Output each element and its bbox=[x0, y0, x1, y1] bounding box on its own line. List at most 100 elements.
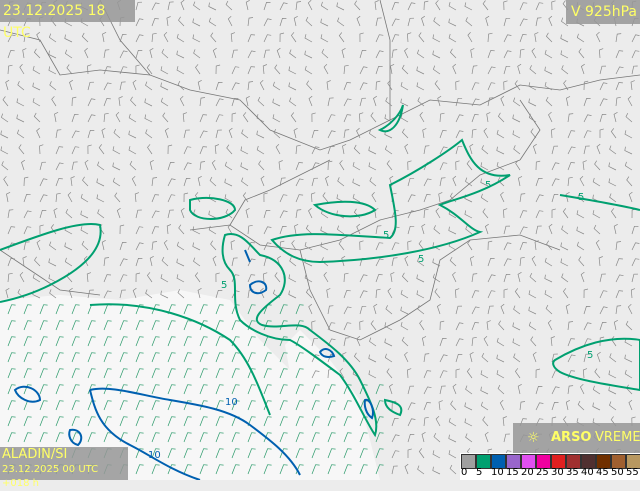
wind-barb bbox=[23, 226, 32, 235]
wind-barb bbox=[528, 98, 537, 107]
wind-barb bbox=[36, 127, 41, 139]
wind-barb bbox=[404, 47, 409, 59]
wind-barb bbox=[231, 352, 240, 363]
wind-barb bbox=[96, 194, 105, 203]
wind-barb bbox=[469, 351, 474, 363]
wind-barb bbox=[163, 239, 169, 251]
wind-barb bbox=[263, 320, 272, 331]
wind-barb bbox=[227, 223, 233, 235]
wind-barb bbox=[342, 143, 347, 155]
wind-barb bbox=[337, 17, 345, 27]
wind-barb bbox=[103, 112, 109, 123]
wind-barb bbox=[178, 16, 185, 27]
wind-barb bbox=[151, 448, 160, 459]
wind-barb bbox=[562, 208, 569, 219]
wind-barb bbox=[146, 64, 153, 75]
wind-barb bbox=[103, 290, 112, 299]
wind-barb bbox=[432, 65, 441, 75]
wind-barb bbox=[163, 31, 169, 43]
wind-barb bbox=[417, 305, 425, 315]
wind-barb bbox=[580, 63, 585, 75]
wind-barb bbox=[615, 96, 621, 107]
wind-barb bbox=[471, 336, 477, 347]
wind-barb bbox=[263, 384, 272, 395]
wind-barb bbox=[320, 242, 329, 251]
wind-barb bbox=[129, 160, 137, 171]
wind-barb bbox=[471, 290, 480, 299]
wind-barb bbox=[628, 399, 633, 411]
wind-barb bbox=[503, 80, 508, 91]
wind-barb bbox=[101, 239, 106, 251]
wind-barb bbox=[167, 416, 176, 427]
wind-barb bbox=[71, 352, 80, 363]
wind-barb bbox=[598, 256, 603, 267]
wind-barb bbox=[231, 384, 240, 395]
wind-barb bbox=[401, 128, 409, 139]
wind-barb bbox=[498, 320, 505, 331]
wind-barb bbox=[230, 240, 235, 251]
wind-barb bbox=[279, 448, 288, 459]
wind-barb bbox=[208, 210, 217, 219]
wind-barb bbox=[279, 400, 288, 411]
wind-barb bbox=[289, 97, 297, 107]
wind-barb bbox=[183, 162, 192, 171]
wind-barb bbox=[167, 162, 175, 171]
wind-barb bbox=[327, 97, 334, 107]
wind-barb bbox=[71, 432, 80, 443]
wind-barb bbox=[64, 242, 73, 251]
wind-barb bbox=[262, 64, 268, 75]
wind-barb bbox=[551, 178, 560, 187]
wind-barb bbox=[519, 193, 526, 203]
wind-barb bbox=[336, 2, 345, 11]
wind-barb bbox=[496, 337, 505, 347]
wind-barb bbox=[560, 50, 569, 59]
wind-barb bbox=[471, 306, 480, 315]
wind-barb bbox=[567, 338, 575, 347]
wind-barb bbox=[386, 368, 393, 379]
wind-barb bbox=[400, 82, 409, 91]
wind-barb bbox=[263, 416, 272, 427]
wind-barb bbox=[199, 304, 208, 315]
wind-barb bbox=[7, 34, 16, 43]
wind-barb bbox=[7, 272, 13, 283]
wind-barb bbox=[375, 66, 383, 75]
wind-barb bbox=[320, 1, 329, 11]
wind-barb bbox=[245, 207, 250, 219]
wind-barb bbox=[55, 352, 64, 363]
wind-barb bbox=[422, 128, 427, 139]
wind-barb bbox=[279, 18, 287, 27]
wind-barb bbox=[608, 386, 617, 395]
wind-barb bbox=[288, 82, 297, 91]
wind-barb bbox=[151, 210, 160, 219]
wind-barb bbox=[293, 127, 298, 139]
wind-barb bbox=[263, 2, 271, 11]
wind-barb bbox=[263, 432, 272, 443]
wind-barb bbox=[39, 178, 48, 187]
wind-barb bbox=[227, 15, 233, 27]
wind-barb bbox=[528, 113, 537, 123]
wind-barb bbox=[113, 128, 121, 139]
wind-barb bbox=[197, 175, 202, 187]
wind-barb bbox=[311, 337, 319, 347]
wind-barb bbox=[421, 223, 426, 235]
wind-barb bbox=[535, 210, 544, 219]
wind-barb bbox=[0, 130, 9, 139]
wind-barb bbox=[55, 192, 61, 203]
wind-barb bbox=[17, 81, 25, 91]
wind-barb bbox=[183, 464, 192, 475]
wind-barb bbox=[630, 80, 635, 91]
wind-barb bbox=[583, 80, 589, 91]
wind-barb bbox=[231, 82, 240, 91]
wind-barb bbox=[274, 64, 281, 75]
wind-barb bbox=[482, 0, 489, 11]
wind-barb bbox=[119, 352, 128, 363]
wind-barb bbox=[305, 288, 313, 299]
wind-barb bbox=[627, 95, 633, 107]
wind-barb bbox=[561, 65, 569, 75]
wind-barb bbox=[276, 47, 281, 59]
wind-barb bbox=[499, 399, 505, 411]
wind-barb bbox=[164, 127, 169, 139]
wind-barb bbox=[530, 336, 537, 347]
wind-barb bbox=[279, 2, 288, 11]
field-label: V 925hPa bbox=[566, 0, 640, 24]
